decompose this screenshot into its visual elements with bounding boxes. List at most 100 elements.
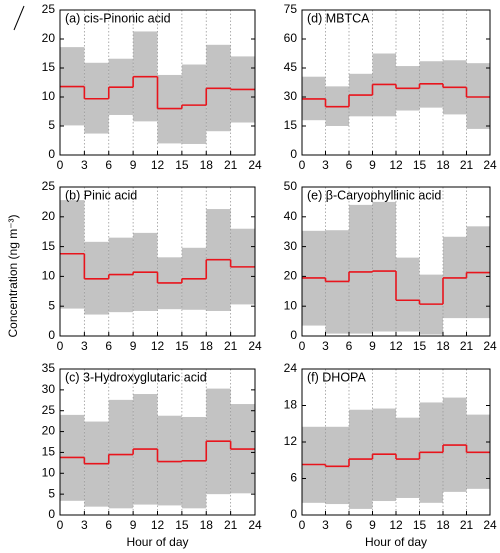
panel-title: (f) DHOPA <box>307 370 366 384</box>
x-tick-label: 0 <box>57 158 64 172</box>
x-axis-label: Hour of day <box>126 535 188 549</box>
x-tick-label: 15 <box>413 518 427 532</box>
range-band <box>157 415 182 506</box>
x-tick-label: 21 <box>460 339 474 353</box>
x-tick-label: 3 <box>322 158 329 172</box>
x-tick-label: 24 <box>483 158 497 172</box>
y-tick-label: 20 <box>42 31 56 45</box>
x-tick-label: 9 <box>130 158 137 172</box>
y-tick-label: 30 <box>42 382 56 396</box>
plot-frame <box>59 186 256 337</box>
y-tick-label: 15 <box>42 60 56 74</box>
y-tick-label: 35 <box>42 361 56 375</box>
plot-frame <box>59 9 256 156</box>
y-tick-label: 0 <box>290 507 297 521</box>
x-tick-label: 9 <box>369 158 376 172</box>
y-tick-label: 0 <box>48 328 55 342</box>
y-tick-label: 18 <box>284 398 298 412</box>
x-tick-label: 0 <box>57 518 64 532</box>
range-band <box>181 416 207 509</box>
panel-title: (e) β-Caryophyllinic acid <box>307 188 441 202</box>
x-tick-label: 21 <box>224 339 238 353</box>
y-tick-label: 20 <box>42 209 56 223</box>
x-tick-label: 3 <box>81 158 88 172</box>
x-tick-label: 24 <box>248 158 262 172</box>
range-band <box>396 417 420 498</box>
x-tick-label: 18 <box>200 518 214 532</box>
y-tick-label: 15 <box>42 445 56 459</box>
y-tick-label: 45 <box>284 60 298 74</box>
x-tick-label: 15 <box>175 158 189 172</box>
y-tick-label: 10 <box>42 269 56 283</box>
x-tick-label: 15 <box>175 518 189 532</box>
x-tick-label: 6 <box>105 518 112 532</box>
plot-frame <box>301 186 491 337</box>
x-tick-label: 24 <box>483 518 497 532</box>
y-tick-label: 20 <box>284 269 298 283</box>
range-band <box>325 426 349 505</box>
x-tick-label: 21 <box>460 158 474 172</box>
x-tick-label: 6 <box>346 518 353 532</box>
x-tick-label: 24 <box>248 339 262 353</box>
x-tick-label: 12 <box>151 518 165 532</box>
x-tick-label: 12 <box>389 339 403 353</box>
x-tick-label: 3 <box>81 339 88 353</box>
y-tick-label: 24 <box>284 361 298 375</box>
y-tick-label: 0 <box>290 328 297 342</box>
x-tick-label: 12 <box>151 158 165 172</box>
x-tick-label: 6 <box>346 339 353 353</box>
y-tick-label: 0 <box>48 147 55 161</box>
y-tick-label: 6 <box>290 471 297 485</box>
x-tick-label: 0 <box>57 339 64 353</box>
panel: 0 3 6 9 12 15 18 21 24 0 6 12 18 24 (f) DHOPA Hour of d… <box>284 361 497 549</box>
y-tick-label: 30 <box>284 89 298 103</box>
y-axis-label: Concentration (ng m⁻³) <box>6 214 20 337</box>
x-tick-label: 9 <box>130 339 137 353</box>
y-tick-label: 25 <box>42 2 56 16</box>
range-band <box>466 63 490 129</box>
panel: 0 3 6 9 12 15 18 21 24 0 5 10 15 20 25 (a) cis-Pinonic … <box>42 2 262 172</box>
y-tick-label: 15 <box>42 239 56 253</box>
x-tick-label: 18 <box>200 158 214 172</box>
y-tick-label: 5 <box>48 486 55 500</box>
plot-frame <box>301 9 491 156</box>
y-tick-label: 20 <box>42 424 56 438</box>
x-tick-label: 24 <box>248 518 262 532</box>
y-tick-label: 50 <box>284 179 298 193</box>
x-tick-label: 9 <box>130 518 137 532</box>
x-tick-label: 9 <box>369 339 376 353</box>
x-axis-label: Hour of day <box>365 535 427 549</box>
panel: 0 3 6 9 12 15 18 21 24 0 15 30 45 60 75 (d) MBTCA <box>284 2 497 172</box>
x-tick-label: 15 <box>175 339 189 353</box>
x-tick-label: 6 <box>346 158 353 172</box>
x-tick-label: 12 <box>389 518 403 532</box>
x-tick-label: 0 <box>299 339 306 353</box>
panel-title: (c) 3-Hydroxyglutaric acid <box>65 370 207 384</box>
panel: 0 3 6 9 12 15 18 21 24 0 10 20 30 40 50 (e) β-Caryophyl… <box>284 179 497 353</box>
x-tick-label: 15 <box>413 158 427 172</box>
y-tick-label: 60 <box>284 31 298 45</box>
x-tick-label: 0 <box>299 518 306 532</box>
range-band <box>181 64 207 144</box>
x-tick-label: 18 <box>436 339 450 353</box>
x-tick-label: 9 <box>369 518 376 532</box>
x-tick-label: 18 <box>436 158 450 172</box>
x-tick-label: 21 <box>224 518 238 532</box>
plot-frame <box>301 368 491 516</box>
panel: 0 3 6 9 12 15 18 21 24 0 5 10 15 20 25 (b) Pinic acid <box>42 179 262 353</box>
plot-frame <box>59 368 256 516</box>
panel-title: (a) cis-Pinonic acid <box>65 11 171 25</box>
range-band <box>396 257 420 332</box>
x-tick-label: 0 <box>299 158 306 172</box>
range-band <box>349 204 373 334</box>
y-tick-label: 10 <box>284 298 298 312</box>
y-tick-label: 5 <box>48 118 55 132</box>
x-tick-label: 21 <box>224 158 238 172</box>
y-tick-label: 15 <box>284 118 298 132</box>
y-tick-label: 75 <box>284 2 298 16</box>
y-tick-label: 0 <box>48 507 55 521</box>
y-tick-label: 25 <box>42 179 56 193</box>
y-tick-label: 30 <box>284 239 298 253</box>
x-tick-label: 18 <box>200 339 214 353</box>
